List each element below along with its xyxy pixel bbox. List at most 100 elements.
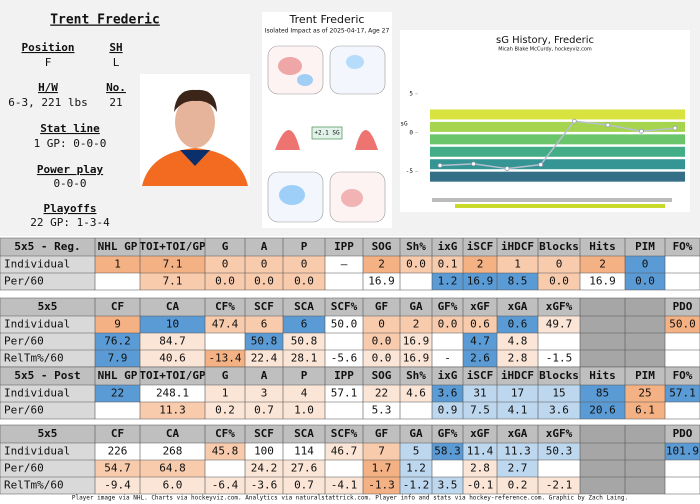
header-bg	[0, 367, 700, 385]
cell: 57.1	[331, 387, 358, 400]
cell: 45.8	[212, 445, 239, 458]
cell: 0.0	[406, 258, 426, 271]
label: H/W	[38, 81, 58, 94]
column-header: iSCF	[467, 240, 494, 253]
column-header: IPP	[334, 369, 354, 382]
cell-bg	[245, 273, 283, 290]
cell: 1	[514, 258, 521, 271]
gap	[580, 298, 665, 367]
value: 6-3, 221 lbs	[8, 96, 87, 109]
label: Playoffs	[44, 202, 97, 215]
cell: 2.6	[470, 352, 490, 365]
row-label: Individual	[4, 387, 70, 400]
table-title: 5x5	[38, 427, 58, 440]
column-header: GA	[409, 300, 423, 313]
cell-bg	[363, 443, 400, 460]
cell-bg	[538, 273, 580, 290]
cell-bg	[245, 350, 283, 367]
cell: 0.0	[635, 275, 655, 288]
column-header: SOG	[372, 240, 392, 253]
cell-bg	[205, 273, 245, 290]
cell-bg	[283, 273, 325, 290]
cell: 3.6	[438, 387, 458, 400]
cell-bg	[205, 256, 245, 273]
row-label: Per/60	[4, 462, 44, 475]
cell: –	[341, 258, 348, 271]
sg-line	[439, 120, 676, 170]
cell-bg	[432, 273, 463, 290]
cell-bg	[497, 477, 538, 494]
cell: 1.2	[406, 462, 426, 475]
cell: 4.6	[406, 387, 426, 400]
cell-bg	[283, 402, 325, 419]
cell-bg	[497, 385, 538, 402]
cell: 16.9	[467, 275, 494, 288]
column-header: SCA	[294, 300, 314, 313]
cell: 6.0	[163, 479, 183, 492]
cell-bg	[140, 273, 205, 290]
cell-bg	[205, 350, 245, 367]
table-title: 5x5 - Reg.	[14, 240, 80, 253]
cell-bg	[497, 316, 538, 333]
column-header: xGF%	[546, 300, 573, 313]
cell: 2	[413, 318, 420, 331]
cell-bg	[463, 443, 497, 460]
cell-bg	[95, 350, 140, 367]
cell-bg	[538, 402, 580, 419]
cell: 2.8	[470, 462, 490, 475]
cell: -0.1	[467, 479, 494, 492]
cell: 58.3	[434, 445, 461, 458]
stat-tables: 5x5 - Reg. NHL GP TOI+TOI/GP G A P IPP SOG Sh% ix…	[0, 237, 700, 495]
column-header: SOG	[372, 369, 392, 382]
column-header: Hits	[589, 240, 616, 253]
sg-subtitle: Micah Blake McCurdy, hockeyviz.com	[498, 47, 592, 53]
row-label: Per/60	[4, 275, 44, 288]
gap	[580, 425, 665, 494]
cell-bg	[497, 256, 538, 273]
cell: 0	[222, 258, 229, 271]
column-header: PIM	[635, 240, 655, 253]
cell: 226	[108, 445, 128, 458]
cell-bg	[205, 385, 245, 402]
cell-bg	[95, 385, 140, 402]
cell-bg	[463, 273, 497, 290]
column-header: GF%	[438, 300, 458, 313]
cell: 3.5	[438, 479, 458, 492]
cell: 16.9	[368, 275, 395, 288]
cell: 28.1	[291, 352, 318, 365]
cell-bg	[245, 385, 283, 402]
cell: 4	[301, 387, 308, 400]
column-header: P	[301, 369, 308, 382]
cell-bg	[363, 477, 400, 494]
cell-bg	[538, 385, 580, 402]
cell: 4.8	[508, 335, 528, 348]
cell-bg	[538, 256, 580, 273]
cell: -13.4	[208, 352, 241, 365]
cell-bg	[625, 256, 665, 273]
cell: 22	[111, 387, 124, 400]
cell: 7.1	[163, 258, 183, 271]
cell-bg	[580, 402, 625, 419]
column-header: IPP	[334, 240, 354, 253]
cell: 31	[473, 387, 486, 400]
column-header: SCA	[294, 427, 314, 440]
row-label: RelTm%/60	[4, 352, 64, 365]
cell-bg	[538, 316, 580, 333]
column-header: iHDCF	[501, 369, 534, 382]
cell-bg	[625, 385, 665, 402]
value: F	[45, 56, 52, 69]
cell: 16.9	[403, 335, 430, 348]
column-header: PIM	[635, 369, 655, 382]
cell-bg	[245, 256, 283, 273]
header-bg	[0, 298, 700, 316]
cell-bg	[497, 460, 538, 477]
cell-bg	[283, 460, 325, 477]
value: 21	[109, 96, 122, 109]
column-header: GF	[375, 427, 388, 440]
cell: 7.5	[470, 404, 490, 417]
impact-subtitle: Isolated Impact as of 2025-04-17, Age 27	[265, 28, 390, 35]
column-header: Sh%	[406, 369, 426, 382]
cell-bg	[140, 333, 205, 350]
cell: 50.8	[291, 335, 318, 348]
sg-point	[471, 161, 476, 167]
